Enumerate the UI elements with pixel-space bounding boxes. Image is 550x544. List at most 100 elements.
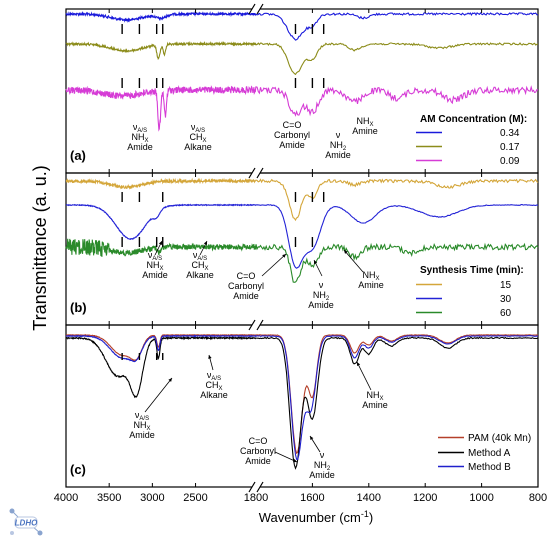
break-mark bbox=[248, 481, 256, 493]
break-mark bbox=[256, 167, 264, 179]
arrowhead bbox=[208, 355, 212, 359]
panel-frame bbox=[65, 324, 539, 488]
annotation-line: NHX bbox=[131, 132, 148, 144]
series-line-pam-40k-mn- bbox=[65, 333, 539, 455]
legends: (a) (b) (c) AM Concentration (M): 0.34 0.17 0.… bbox=[70, 114, 531, 477]
axes: 4000 3500 3000 2500 1800 1600 1400 1200 1000 800 W… bbox=[30, 3, 547, 525]
logo-text: LDHO bbox=[15, 519, 38, 528]
arrowhead bbox=[314, 260, 318, 264]
annotation-line: CHX bbox=[191, 260, 208, 272]
x-axis-title: Wavenumber (cm-1) bbox=[259, 509, 373, 525]
legend-label: 30 bbox=[500, 294, 512, 305]
series-line-0-17 bbox=[65, 40, 539, 76]
arrowhead bbox=[168, 378, 172, 382]
annotation-line: Amide bbox=[233, 291, 259, 301]
annotation-line: Amide bbox=[308, 300, 334, 310]
x-tick-label: 1600 bbox=[300, 492, 324, 504]
annotation-line: Amine bbox=[358, 280, 384, 290]
annotation-line: Amine bbox=[352, 126, 378, 136]
annotation-line: C=O bbox=[237, 271, 256, 281]
annotation-line: νA/S bbox=[135, 410, 149, 422]
legend-label: 60 bbox=[500, 308, 512, 319]
break-mark bbox=[256, 481, 264, 493]
annotation-line: Alkane bbox=[184, 142, 212, 152]
annotation-line: CHX bbox=[189, 132, 206, 144]
legend-title: Synthesis Time (min): bbox=[420, 265, 524, 276]
panel-frame bbox=[65, 172, 539, 326]
peak-marks bbox=[121, 24, 325, 360]
annotation-line: Amide bbox=[279, 140, 305, 150]
spectra-curves bbox=[65, 11, 539, 470]
annotation-line: C=O bbox=[283, 120, 302, 130]
arrowhead bbox=[203, 241, 207, 245]
annotation-line: Carbonyl bbox=[274, 130, 310, 140]
series-line-30 bbox=[65, 203, 539, 269]
annotation-arrow bbox=[343, 249, 364, 273]
annotation-line: Amide bbox=[142, 270, 168, 280]
annotation-line: NHX bbox=[366, 390, 383, 402]
arrowhead bbox=[357, 362, 361, 366]
x-tick-label: 1000 bbox=[469, 492, 493, 504]
break-mark bbox=[256, 3, 264, 15]
annotation-arrow bbox=[356, 361, 372, 391]
x-tick-label: 1800 bbox=[244, 492, 268, 504]
y-axis-title: Transmittance (a. u.) bbox=[30, 165, 50, 330]
break-mark bbox=[248, 3, 256, 15]
x-tick-label: 1400 bbox=[357, 492, 381, 504]
annotation-line: νA/S bbox=[133, 122, 147, 134]
annotation-line: Amide bbox=[325, 150, 351, 160]
series-line-0-34 bbox=[65, 11, 539, 41]
legend-label: 15 bbox=[500, 280, 512, 291]
break-mark bbox=[248, 167, 256, 179]
ldho-logo: LDHO bbox=[6, 505, 46, 539]
annotation-line: νA/S bbox=[207, 370, 221, 382]
annotation-line: Amide bbox=[129, 430, 155, 440]
legend-label: 0.34 bbox=[500, 128, 520, 139]
break-mark bbox=[248, 319, 256, 331]
annotation-line: NHX bbox=[356, 116, 373, 128]
legend-title: AM Concentration (M): bbox=[420, 114, 527, 125]
plot-frames bbox=[65, 8, 539, 488]
series-line-0-09 bbox=[65, 85, 539, 132]
annotation-line: Amide bbox=[309, 470, 335, 480]
annotation-line: νA/S bbox=[193, 250, 207, 262]
legend-label: 0.09 bbox=[500, 156, 520, 167]
x-tick-label: 1200 bbox=[413, 492, 437, 504]
legend-label: PAM (40k Mn) bbox=[468, 433, 531, 444]
annotation-line: Carbonyl bbox=[228, 281, 264, 291]
annotation-line: NHX bbox=[362, 270, 379, 282]
annotation-line: Amine bbox=[362, 400, 388, 410]
break-gap bbox=[252, 169, 260, 177]
annotation-line: NHX bbox=[146, 260, 163, 272]
legend-label: 0.17 bbox=[500, 142, 520, 153]
annotation-arrow bbox=[144, 377, 173, 413]
series-line-method-a bbox=[65, 335, 539, 470]
annotation-line: NHX bbox=[133, 420, 150, 432]
annotation-line: CHX bbox=[205, 380, 222, 392]
series-line-15 bbox=[65, 177, 539, 222]
annotation-line: ν bbox=[319, 280, 324, 290]
legend-label: Method A bbox=[468, 448, 511, 459]
break-gap bbox=[252, 321, 260, 329]
annotation-line: νA/S bbox=[148, 250, 162, 262]
arrowhead bbox=[282, 254, 286, 258]
annotation-line: Alkane bbox=[200, 390, 228, 400]
break-mark bbox=[256, 319, 264, 331]
legend-label: Method B bbox=[468, 462, 511, 473]
x-tick-label: 2500 bbox=[183, 492, 207, 504]
annotation-line: ν bbox=[320, 450, 325, 460]
arrowhead bbox=[293, 458, 297, 463]
